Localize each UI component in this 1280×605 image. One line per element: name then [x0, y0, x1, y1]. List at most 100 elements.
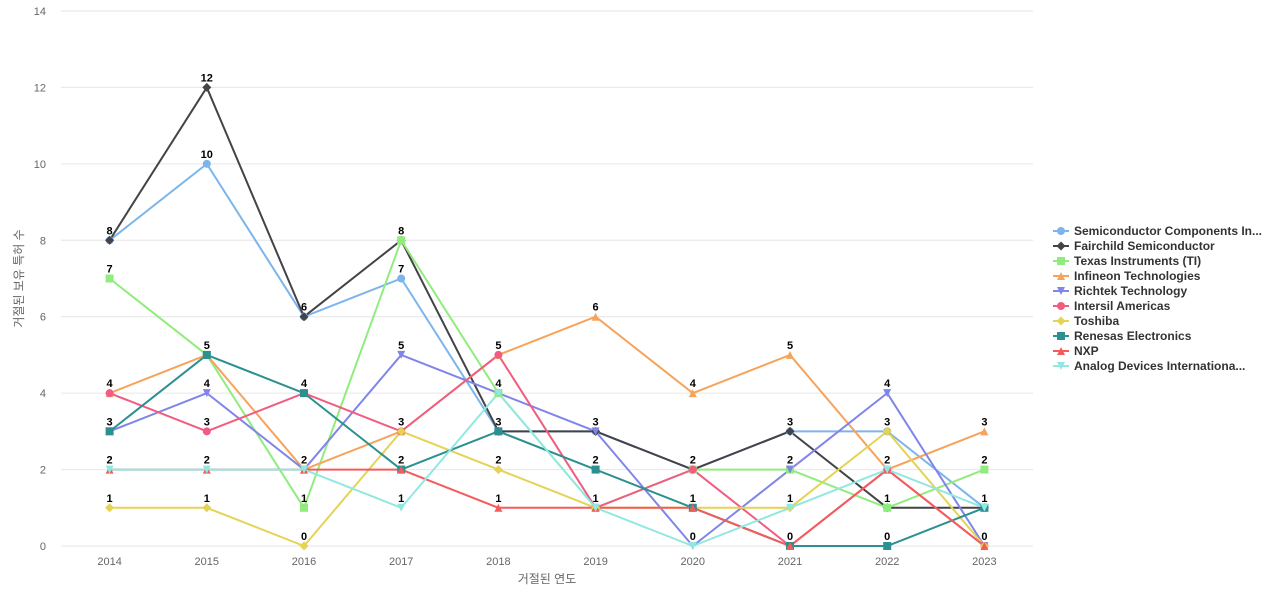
- y-tick-label: 12: [34, 82, 46, 94]
- legend-item[interactable]: Texas Instruments (TI): [1053, 254, 1201, 268]
- legend-marker: [1057, 302, 1065, 310]
- data-point: [688, 503, 697, 512]
- series-markers: [105, 82, 989, 551]
- data-point: [980, 542, 989, 550]
- y-tick-label: 6: [40, 312, 46, 324]
- data-label: 1: [301, 493, 307, 505]
- data-point: [299, 312, 309, 322]
- x-tick-label: 2017: [389, 556, 413, 568]
- data-point: [883, 542, 892, 550]
- data-point: [785, 426, 795, 436]
- legend-label: Intersil Americas: [1074, 299, 1171, 313]
- data-point: [300, 503, 308, 512]
- y-tick-label: 8: [40, 235, 46, 247]
- data-point: [396, 426, 406, 436]
- data-point: [980, 465, 989, 474]
- legend-marker: [1057, 257, 1065, 265]
- data-point: [202, 465, 211, 474]
- data-label: 1: [107, 493, 113, 505]
- y-tick-label: 10: [34, 159, 46, 171]
- data-point: [299, 541, 309, 551]
- series-line: [109, 353, 986, 547]
- data-label: 2: [787, 455, 793, 467]
- data-label: 2: [495, 455, 501, 467]
- data-label: 2: [593, 455, 599, 467]
- data-label: 2: [107, 455, 113, 467]
- legend-item[interactable]: Toshiba: [1053, 314, 1119, 328]
- data-label: 5: [787, 340, 793, 352]
- data-label: 3: [884, 416, 890, 428]
- data-label: 5: [398, 340, 404, 352]
- data-point: [688, 389, 697, 398]
- data-label: 2: [884, 455, 890, 467]
- data-point: [494, 427, 503, 436]
- legend-label: Fairchild Semiconductor: [1074, 239, 1215, 253]
- data-point: [202, 82, 212, 92]
- data-point: [591, 312, 600, 321]
- series-line: [108, 86, 985, 509]
- legend-marker: [1057, 272, 1065, 280]
- legend-item[interactable]: Infineon Technologies: [1053, 269, 1201, 283]
- legend-marker: [1056, 241, 1066, 251]
- data-point: [493, 465, 503, 475]
- legend: Semiconductor Components In...Fairchild …: [1053, 224, 1262, 373]
- data-label: 4: [884, 378, 891, 390]
- x-tick-label: 2022: [875, 556, 899, 568]
- data-point: [202, 427, 211, 436]
- data-label: 6: [593, 302, 599, 314]
- data-point: [300, 465, 308, 474]
- data-label: 1: [398, 493, 404, 505]
- data-point: [591, 465, 600, 474]
- legend-item[interactable]: NXP: [1053, 344, 1099, 358]
- data-label: 1: [981, 493, 987, 505]
- data-label: 3: [495, 416, 501, 428]
- data-point: [591, 427, 600, 436]
- data-point: [688, 465, 697, 474]
- legend-label: Analog Devices Internationa...: [1074, 359, 1245, 373]
- data-point: [980, 427, 989, 436]
- legend-label: Richtek Technology: [1074, 284, 1187, 298]
- data-point: [494, 389, 503, 398]
- y-tick-label: 2: [40, 465, 46, 477]
- data-point: [105, 235, 115, 245]
- data-label: 1: [204, 493, 210, 505]
- legend-marker: [1057, 347, 1065, 355]
- data-point: [786, 350, 794, 359]
- data-label: 0: [690, 531, 696, 543]
- y-tick-label: 14: [34, 6, 46, 18]
- legend-item[interactable]: Intersil Americas: [1053, 299, 1171, 313]
- x-tick-label: 2016: [292, 556, 316, 568]
- legend-marker: [1057, 227, 1065, 235]
- legend-marker: [1057, 332, 1065, 340]
- data-label: 5: [495, 340, 501, 352]
- x-tick-label: 2015: [195, 556, 219, 568]
- x-tick-label: 2018: [486, 556, 510, 568]
- series-line: [109, 430, 986, 547]
- data-point: [494, 350, 503, 359]
- data-label: 1: [495, 493, 501, 505]
- data-label: 4: [301, 378, 308, 390]
- legend-item[interactable]: Fairchild Semiconductor: [1053, 239, 1215, 253]
- data-point: [786, 503, 794, 512]
- data-point: [202, 503, 212, 513]
- data-point: [300, 389, 308, 398]
- data-point: [105, 389, 114, 398]
- data-point: [202, 389, 211, 398]
- data-label: 0: [787, 531, 793, 543]
- data-label: 8: [398, 225, 404, 237]
- data-label: 3: [107, 416, 113, 428]
- data-label: 12: [201, 72, 213, 84]
- legend-item[interactable]: Renesas Electronics: [1053, 329, 1192, 343]
- legend-marker: [1057, 362, 1065, 370]
- legend-item[interactable]: Analog Devices Internationa...: [1053, 359, 1245, 373]
- data-point: [105, 503, 115, 513]
- data-label: 7: [398, 264, 404, 276]
- data-label: 6: [301, 302, 307, 314]
- data-label: 2: [301, 455, 307, 467]
- legend-item[interactable]: Richtek Technology: [1053, 284, 1187, 298]
- data-point: [105, 427, 114, 436]
- legend-label: Infineon Technologies: [1074, 269, 1201, 283]
- data-label: 3: [593, 416, 599, 428]
- data-label: 8: [107, 225, 113, 237]
- legend-item[interactable]: Semiconductor Components In...: [1053, 224, 1262, 238]
